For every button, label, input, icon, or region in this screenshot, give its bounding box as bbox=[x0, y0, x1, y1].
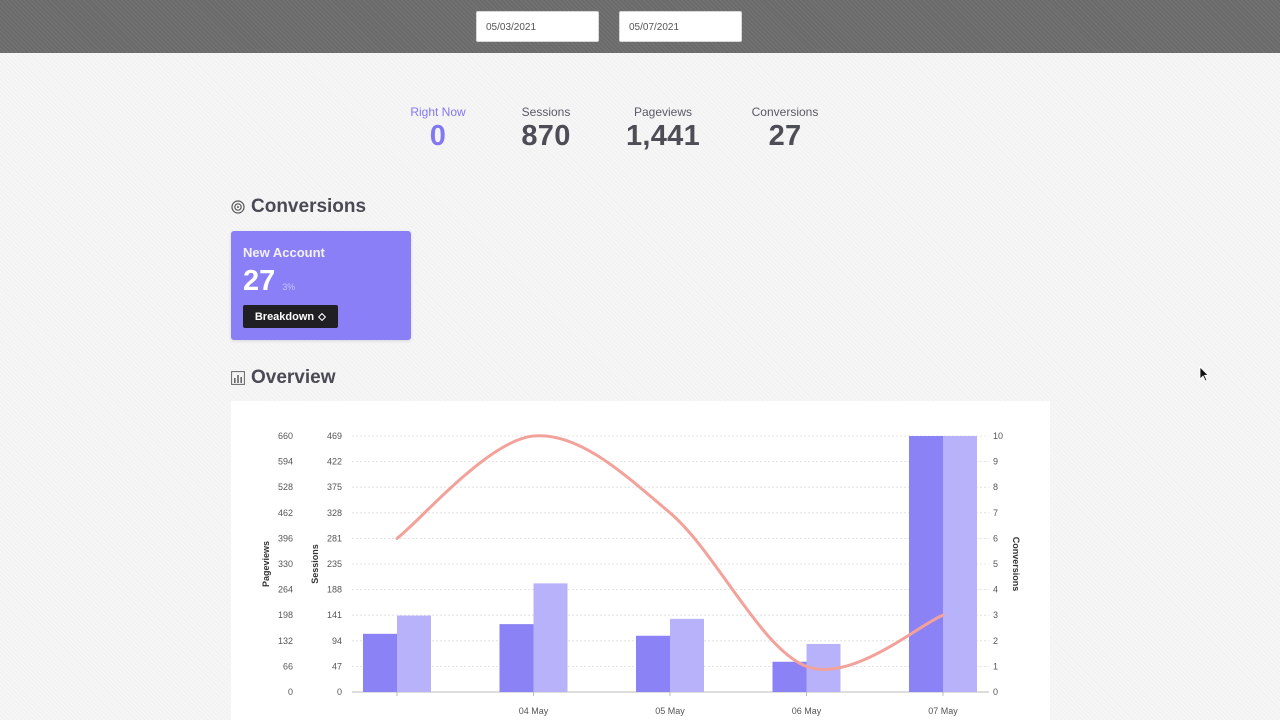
pageviews-tick-label: 198 bbox=[278, 610, 293, 620]
sessions-tick-label: 469 bbox=[327, 431, 342, 441]
stat-pageviews: Pageviews 1,441 bbox=[608, 105, 718, 153]
conversions-tick-label: 3 bbox=[993, 610, 998, 620]
stat-conversions: Conversions 27 bbox=[730, 105, 840, 153]
x-tick-label: 07 May bbox=[928, 706, 958, 716]
pageviews-tick-label: 396 bbox=[278, 533, 293, 543]
x-tick-label: 06 May bbox=[792, 706, 822, 716]
stat-sessions: Sessions 870 bbox=[491, 105, 601, 153]
end-date-input[interactable]: 05/07/2021 bbox=[619, 11, 742, 42]
conversion-percent: 3% bbox=[282, 282, 296, 292]
sessions-tick-label: 0 bbox=[337, 687, 342, 697]
conversions-tick-label: 4 bbox=[993, 585, 998, 595]
sessions-tick-label: 188 bbox=[327, 585, 342, 595]
pageviews-tick-label: 0 bbox=[288, 687, 293, 697]
stat-label: Conversions bbox=[751, 105, 819, 119]
sessions-tick-label: 94 bbox=[332, 636, 342, 646]
conversion-name: New Account bbox=[243, 245, 325, 260]
conversions-axis-title: Conversions bbox=[1011, 537, 1021, 592]
sessions-bar bbox=[670, 618, 704, 692]
stat-right-now: Right Now 0 bbox=[383, 105, 493, 153]
conversions-tick-label: 0 bbox=[993, 687, 998, 697]
stat-label: Pageviews bbox=[633, 105, 693, 119]
pageviews-axis-title: Pageviews bbox=[261, 541, 271, 587]
sessions-tick-label: 281 bbox=[327, 533, 342, 543]
sessions-bar bbox=[397, 615, 431, 692]
sessions-axis-title: Sessions bbox=[310, 544, 320, 584]
overview-chart: 660 469 10 594 422 9 528 375 8 462 328 7 396 281 6 330 2… bbox=[231, 401, 1050, 720]
target-icon bbox=[231, 200, 245, 214]
conversion-metrics: 27 3% bbox=[243, 265, 399, 298]
pageviews-tick-label: 594 bbox=[278, 457, 293, 467]
pageviews-bar bbox=[499, 624, 534, 692]
sessions-tick-label: 375 bbox=[327, 482, 342, 492]
sessions-bar bbox=[533, 583, 568, 692]
top-bar: 05/03/2021 05/07/2021 bbox=[0, 0, 1280, 53]
pageviews-tick-label: 330 bbox=[278, 559, 293, 569]
conversion-card[interactable]: New Account 27 3% Breakdown bbox=[231, 231, 411, 340]
conversions-tick-label: 6 bbox=[993, 533, 998, 543]
conversions-tick-label: 7 bbox=[993, 508, 998, 518]
bar-chart-icon bbox=[231, 371, 245, 385]
breakdown-button[interactable]: Breakdown bbox=[243, 305, 338, 328]
sessions-tick-label: 141 bbox=[327, 610, 342, 620]
conversions-tick-label: 1 bbox=[993, 661, 998, 671]
x-tick-label: 05 May bbox=[655, 706, 685, 716]
conversions-tick-label: 9 bbox=[993, 457, 998, 467]
conversions-tick-label: 5 bbox=[993, 559, 998, 569]
pageviews-bar bbox=[363, 633, 397, 692]
conversions-heading: Conversions bbox=[231, 196, 366, 218]
overview-title: Overview bbox=[251, 367, 336, 388]
pageviews-tick-label: 264 bbox=[278, 585, 293, 595]
stat-value: 870 bbox=[521, 120, 571, 152]
diamond-icon bbox=[318, 312, 327, 321]
sessions-bar bbox=[943, 436, 977, 692]
sessions-tick-label: 235 bbox=[327, 559, 342, 569]
start-date-input[interactable]: 05/03/2021 bbox=[476, 11, 599, 42]
conversions-tick-label: 8 bbox=[993, 482, 998, 492]
x-tick-label: 04 May bbox=[519, 706, 549, 716]
stat-value: 27 bbox=[768, 120, 802, 152]
conversions-title: Conversions bbox=[251, 196, 367, 217]
conversions-tick-label: 2 bbox=[993, 636, 998, 646]
pageviews-tick-label: 528 bbox=[278, 482, 293, 492]
overview-heading: Overview bbox=[231, 367, 336, 389]
conversions-tick-label: 10 bbox=[993, 431, 1003, 441]
sessions-tick-label: 47 bbox=[332, 661, 342, 671]
pageviews-tick-label: 132 bbox=[278, 636, 293, 646]
stat-label: Sessions bbox=[521, 105, 571, 119]
pageviews-tick-label: 462 bbox=[278, 508, 293, 518]
stat-value: 0 bbox=[429, 120, 447, 152]
pageviews-bar bbox=[772, 661, 807, 692]
pageviews-bar bbox=[909, 436, 943, 692]
conversions-line bbox=[395, 434, 945, 671]
stat-label: Right Now bbox=[410, 105, 466, 119]
breakdown-label: Breakdown bbox=[254, 310, 315, 323]
pageviews-bar bbox=[636, 635, 670, 692]
mouse-cursor-icon bbox=[1199, 366, 1209, 382]
pageviews-tick-label: 660 bbox=[278, 431, 293, 441]
pageviews-tick-label: 66 bbox=[283, 661, 293, 671]
conversion-count: 27 bbox=[243, 265, 276, 297]
stat-value: 1,441 bbox=[625, 120, 701, 152]
sessions-tick-label: 328 bbox=[327, 508, 342, 518]
sessions-tick-label: 422 bbox=[327, 457, 342, 467]
